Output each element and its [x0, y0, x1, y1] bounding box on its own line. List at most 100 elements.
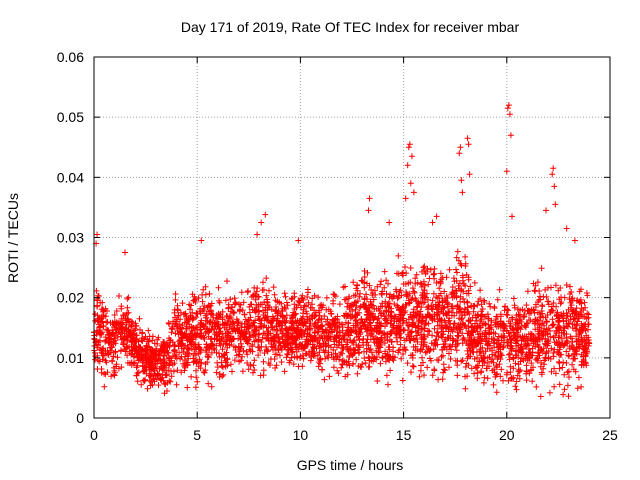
data-point	[201, 369, 208, 376]
data-point	[152, 361, 159, 368]
data-point	[352, 314, 358, 321]
data-point	[172, 296, 179, 303]
data-point	[512, 383, 519, 390]
data-point	[259, 334, 266, 341]
data-point	[149, 346, 156, 353]
data-point	[370, 302, 377, 309]
data-point	[505, 351, 512, 358]
data-point	[486, 300, 493, 307]
data-point	[166, 357, 173, 364]
data-point	[379, 354, 386, 361]
data-point	[193, 367, 199, 374]
data-point	[480, 297, 487, 304]
data-point	[338, 336, 345, 343]
data-point	[219, 346, 226, 353]
data-point	[364, 280, 370, 287]
data-point	[515, 368, 522, 375]
data-point	[344, 327, 351, 334]
data-point	[574, 338, 581, 344]
data-point	[356, 344, 363, 351]
data-point	[321, 313, 328, 320]
data-point	[463, 360, 470, 367]
data-point	[524, 340, 531, 347]
data-point	[220, 341, 227, 348]
data-point	[367, 317, 374, 324]
data-point	[441, 366, 447, 373]
data-point	[366, 355, 373, 362]
data-point	[556, 296, 563, 303]
data-point	[446, 308, 453, 315]
data-point	[263, 335, 269, 342]
data-point	[417, 280, 424, 287]
data-point	[287, 357, 294, 364]
data-point	[241, 334, 248, 341]
data-point	[281, 290, 288, 297]
data-point	[549, 321, 556, 328]
data-point	[420, 299, 427, 306]
data-point	[197, 319, 204, 326]
data-point	[471, 279, 478, 286]
data-point	[433, 279, 440, 286]
x-axis-label: GPS time / hours	[297, 457, 404, 473]
data-point	[304, 326, 311, 333]
data-point	[365, 364, 372, 370]
data-point	[512, 352, 519, 358]
data-point	[359, 278, 366, 285]
data-point	[529, 378, 536, 385]
data-point	[199, 298, 206, 305]
data-point	[426, 328, 433, 335]
data-point	[361, 355, 368, 362]
data-point	[311, 345, 318, 352]
data-point	[464, 298, 471, 305]
data-point	[359, 361, 366, 367]
data-point	[443, 274, 450, 281]
data-point	[275, 347, 282, 354]
data-point	[549, 303, 555, 310]
data-point	[504, 369, 511, 376]
data-point	[95, 315, 102, 322]
data-point	[350, 279, 357, 286]
data-point	[470, 337, 477, 344]
data-point	[561, 330, 568, 337]
data-point	[389, 324, 396, 331]
data-point	[512, 321, 519, 328]
data-point	[573, 305, 580, 312]
data-point	[189, 291, 196, 298]
data-point	[458, 316, 465, 323]
data-point	[343, 310, 349, 317]
data-point	[110, 331, 117, 338]
data-point	[115, 321, 122, 328]
data-point	[263, 275, 270, 282]
data-point	[569, 308, 575, 315]
data-point	[424, 265, 431, 272]
data-point	[545, 348, 552, 354]
data-point	[336, 320, 342, 326]
data-point	[306, 331, 313, 338]
data-point	[408, 153, 415, 160]
data-point	[532, 316, 539, 323]
data-point	[447, 342, 454, 349]
data-point	[128, 359, 135, 366]
data-point	[255, 313, 262, 320]
data-point	[388, 293, 395, 300]
data-point	[560, 359, 567, 366]
data-point	[511, 304, 518, 311]
data-point	[179, 300, 186, 307]
data-point	[177, 309, 184, 316]
data-point	[229, 304, 236, 311]
data-point	[197, 333, 204, 340]
data-point	[539, 336, 546, 343]
data-point	[549, 322, 556, 329]
data-point	[354, 370, 361, 377]
data-points	[91, 102, 593, 400]
data-point	[138, 381, 145, 388]
data-point	[524, 354, 531, 361]
data-point	[197, 349, 204, 356]
data-point	[530, 332, 537, 339]
data-point	[374, 316, 381, 323]
data-point	[159, 365, 166, 372]
data-point	[446, 350, 452, 357]
data-point	[477, 369, 484, 376]
data-point	[453, 324, 460, 331]
